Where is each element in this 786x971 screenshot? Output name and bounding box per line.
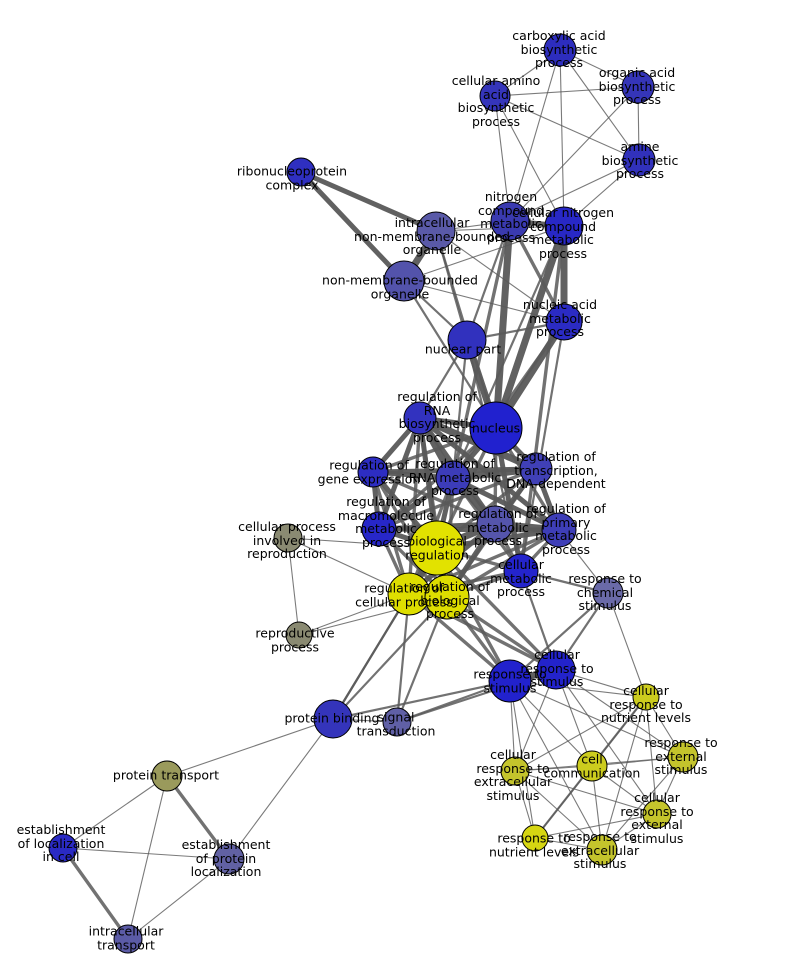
graph-edge	[559, 49, 565, 227]
graph-edge	[465, 219, 512, 342]
graph-node-establishment-of-localization-in-cell[interactable]	[48, 833, 78, 863]
graph-edge	[509, 680, 684, 758]
graph-edge	[514, 770, 603, 851]
graph-node-nucleus[interactable]	[469, 401, 523, 455]
edge-layer	[61, 49, 684, 941]
graph-edge	[331, 595, 449, 721]
graph-node-ribonucleoprotein-complex[interactable]	[286, 157, 316, 187]
graph-node-non-membrane-bounded-organelle[interactable]	[383, 260, 425, 302]
graph-edge	[127, 775, 168, 940]
graph-edge	[514, 770, 658, 815]
graph-node-organic-acid-biosynthetic-process[interactable]	[621, 70, 655, 104]
graph-edge	[228, 718, 334, 860]
graph-edge	[395, 668, 558, 724]
graph-node-regulation-of-gene-expression[interactable]	[357, 456, 389, 488]
graph-node-cellular-response-to-stimulus[interactable]	[536, 650, 576, 690]
graph-edge	[555, 669, 658, 815]
graph-node-regulation-of-rna-metabolic-process[interactable]	[435, 460, 471, 496]
graph-node-protein-binding[interactable]	[313, 699, 353, 739]
graph-edge	[494, 95, 565, 227]
graph-edge	[509, 680, 603, 851]
graph-edge	[451, 320, 566, 480]
graph-node-cellular-amino-acid-biosynthetic-process[interactable]	[479, 80, 511, 112]
graph-edge	[435, 230, 565, 323]
graph-edge	[403, 280, 565, 323]
graph-node-establishment-of-protein-localization[interactable]	[213, 843, 245, 875]
graph-node-response-to-external-stimulus[interactable]	[667, 741, 699, 773]
graph-edge	[492, 222, 568, 432]
graph-node-intracellular-transport[interactable]	[113, 924, 143, 954]
node-layer	[48, 33, 699, 954]
graph-edge	[287, 537, 410, 595]
graph-edge	[377, 467, 538, 531]
graph-node-cellular-response-to-external-stimulus[interactable]	[642, 799, 672, 829]
graph-edge	[645, 696, 658, 815]
graph-edge	[61, 846, 130, 941]
graph-edge	[298, 169, 439, 234]
graph-node-regulation-of-biological-process[interactable]	[424, 574, 470, 620]
graph-edge	[509, 159, 640, 222]
graph-node-response-to-chemical-stimulus[interactable]	[592, 577, 624, 609]
graph-node-regulation-of-cellular-process[interactable]	[387, 572, 431, 616]
graph-node-regulation-of-primary-metabolic-process[interactable]	[541, 512, 577, 548]
graph-node-regulation-of-transcription-dna-dependent[interactable]	[519, 452, 553, 486]
graph-edge	[62, 775, 168, 849]
graph-node-amine-biosynthetic-process[interactable]	[622, 143, 656, 177]
graph-node-response-to-stimulus[interactable]	[488, 659, 532, 703]
graph-edge	[403, 225, 565, 282]
graph-node-cellular-response-to-nutrient-levels[interactable]	[632, 683, 660, 711]
graph-edge	[371, 470, 497, 526]
graph-edge	[607, 592, 647, 698]
graph-node-regulation-of-rna-biosynthetic-process[interactable]	[403, 401, 437, 435]
graph-edge	[494, 95, 511, 222]
graph-edge	[450, 475, 562, 533]
graph-node-biological-regulation[interactable]	[409, 520, 465, 576]
graph-node-reproductive-process[interactable]	[285, 621, 313, 649]
graph-edge	[331, 679, 512, 721]
graph-edge	[534, 813, 658, 839]
graph-node-nuclear-part[interactable]	[447, 320, 487, 360]
graph-edge	[494, 95, 640, 161]
graph-node-nucleic-acid-metabolic-process[interactable]	[545, 303, 583, 341]
graph-edge	[402, 279, 498, 430]
graph-edge	[509, 680, 647, 698]
graph-node-cellular-metabolic-process[interactable]	[503, 553, 539, 589]
graph-node-protein-transport[interactable]	[151, 760, 183, 792]
graph-node-response-to-extracellular-stimulus[interactable]	[586, 834, 618, 866]
graph-edge	[451, 338, 469, 480]
graph-edge	[509, 49, 561, 222]
graph-edge	[559, 49, 640, 161]
graph-edge	[62, 847, 230, 860]
graph-edge	[298, 169, 407, 284]
graph-edge	[165, 774, 231, 861]
graph-edge	[127, 858, 230, 940]
graph-node-cellular-process-involved-in-reproduction[interactable]	[273, 523, 303, 553]
graph-edge	[166, 718, 334, 777]
graph-node-regulation-of-metabolic-process[interactable]	[476, 505, 514, 543]
graph-edge	[331, 592, 411, 721]
graph-edge	[555, 669, 684, 758]
graph-node-carboxylic-acid-biosynthetic-process[interactable]	[543, 33, 577, 67]
graph-edge	[514, 696, 647, 772]
graph-edge	[492, 217, 514, 432]
graph-node-signal-transduction[interactable]	[382, 707, 412, 737]
graph-edge	[601, 696, 647, 851]
graph-edge	[508, 591, 610, 683]
graph-node-response-to-nutrient-levels[interactable]	[521, 824, 549, 852]
graph-node-intracellular-non-membrane-bounded-organelle[interactable]	[416, 211, 456, 251]
graph-edge	[509, 86, 639, 222]
graph-node-cellular-response-to-extracellular-stimulus[interactable]	[500, 756, 530, 786]
graph-edge	[407, 592, 512, 683]
graph-edge	[435, 546, 558, 672]
graph-node-cellular-nitrogen-compound-metabolic-process[interactable]	[544, 206, 584, 246]
graph-edge	[287, 537, 300, 636]
graph-node-nitrogen-compound-metabolic-process[interactable]	[490, 201, 530, 241]
graph-node-cell-communication[interactable]	[576, 750, 608, 782]
graph-edge	[494, 86, 639, 97]
graph-node-regulation-of-macromolecule-metabolic-process[interactable]	[361, 511, 397, 547]
